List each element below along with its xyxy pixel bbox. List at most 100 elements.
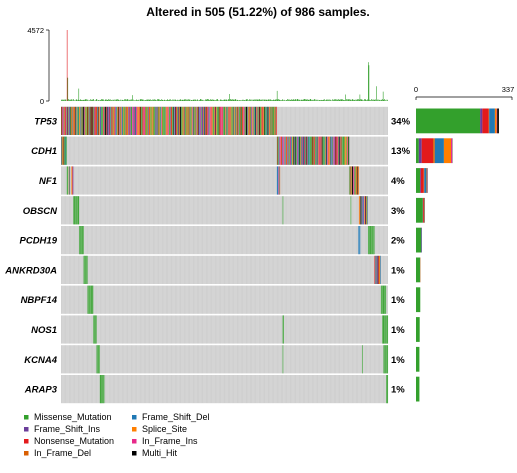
- mutation-cell: [78, 196, 80, 225]
- mutation-cell: [99, 106, 101, 135]
- mutation-cell: [271, 106, 273, 135]
- mutation-cell: [267, 106, 269, 135]
- mutation-cell: [242, 106, 244, 135]
- legend-label: Splice_Site: [142, 424, 187, 434]
- mutation-cell: [365, 196, 367, 225]
- mutation-cell: [62, 106, 63, 135]
- gene-bar-segment: [423, 168, 425, 193]
- mutation-cell: [86, 255, 88, 284]
- mutation-cell: [212, 106, 213, 135]
- mutation-cell: [225, 106, 227, 135]
- mutation-cell: [92, 285, 94, 314]
- mutation-cell: [82, 106, 84, 135]
- mutation-cell: [383, 285, 385, 314]
- mutation-cell: [349, 166, 350, 195]
- mutation-cell: [324, 136, 325, 165]
- mutation-cell: [170, 106, 172, 135]
- mutation-cell: [100, 106, 102, 135]
- mutation-cell: [207, 106, 209, 135]
- mutation-cell: [285, 136, 286, 165]
- mutation-cell: [260, 106, 261, 135]
- mutation-cell: [332, 136, 334, 165]
- mutation-cell: [255, 106, 257, 135]
- mutation-cell: [245, 106, 247, 135]
- mutation-cell: [75, 196, 77, 225]
- mutation-cell: [371, 226, 372, 255]
- mutation-cell: [331, 136, 332, 165]
- mutation-cell: [229, 106, 231, 135]
- mutation-cell: [178, 106, 180, 135]
- mutation-cell: [84, 106, 86, 135]
- mutation-cell: [221, 106, 222, 135]
- mutation-cell: [180, 106, 182, 135]
- mutation-cell: [269, 106, 270, 135]
- mutation-cell: [96, 345, 98, 374]
- mutation-cell: [265, 106, 267, 135]
- gene-row-bg-nbpf14: [61, 285, 388, 314]
- mutation-cell: [184, 106, 186, 135]
- mutation-cell: [110, 106, 112, 135]
- mutation-cell: [211, 106, 213, 135]
- tmb-tick-label: 4572: [27, 26, 44, 35]
- mutation-cell: [234, 106, 235, 135]
- mutation-cell: [347, 136, 348, 165]
- mutation-cell: [88, 106, 90, 135]
- gene-count-bars: 0 337: [414, 85, 514, 402]
- mutation-cell: [216, 106, 217, 135]
- legend-swatch: [132, 427, 137, 432]
- mutation-cell: [386, 345, 388, 374]
- legend-label: Frame_Shift_Ins: [34, 424, 101, 434]
- mutation-cell: [241, 106, 242, 135]
- legend-label: Missense_Mutation: [34, 412, 112, 422]
- mutation-cell: [278, 166, 279, 195]
- mutation-cell: [179, 106, 181, 135]
- mutation-cell: [329, 136, 330, 165]
- mutation-cell: [251, 106, 253, 135]
- legend-label: Multi_Hit: [142, 448, 178, 458]
- mutation-cell: [304, 136, 306, 165]
- mutation-cell: [119, 106, 121, 135]
- mutation-cell: [320, 136, 322, 165]
- mutation-cell: [121, 106, 122, 135]
- mutation-cell: [387, 345, 389, 374]
- mutation-cell: [325, 136, 327, 165]
- mutation-cell: [322, 136, 324, 165]
- mutation-cell: [298, 136, 300, 165]
- mutation-cell: [240, 106, 241, 135]
- mutation-cell: [126, 106, 128, 135]
- mutation-cell: [302, 136, 304, 165]
- mutation-cell: [113, 106, 115, 135]
- mutation-cell: [297, 136, 299, 165]
- mutation-cell: [222, 106, 224, 135]
- mutation-cell: [232, 106, 233, 135]
- mutation-cell: [101, 106, 102, 135]
- gene-bar-segment: [416, 227, 422, 253]
- gene-bar-segment: [418, 138, 422, 164]
- legend-label: Nonsense_Mutation: [34, 436, 114, 446]
- mutation-cell: [386, 315, 388, 344]
- mutation-cell: [373, 226, 374, 255]
- mutation-cell: [276, 136, 278, 165]
- mutation-cell: [97, 106, 98, 135]
- mutation-cell: [316, 136, 318, 165]
- mutation-cell: [252, 106, 253, 135]
- mutation-cell: [314, 136, 316, 165]
- mutation-cell: [274, 106, 275, 135]
- mutation-cell: [138, 106, 140, 135]
- mutation-cell: [102, 106, 104, 135]
- mutation-cell: [97, 106, 99, 135]
- mutation-cell: [128, 106, 129, 135]
- mutation-cell: [228, 106, 230, 135]
- gene-percent: 1%: [391, 385, 405, 396]
- mutation-cell: [307, 136, 308, 165]
- mutation-cell: [93, 315, 95, 344]
- mutation-cell: [67, 106, 69, 135]
- mutation-cell: [90, 106, 92, 135]
- gene-row-bg-obscn: [61, 196, 388, 225]
- mutation-cell: [368, 226, 370, 255]
- mutation-cell: [104, 106, 106, 135]
- mutation-cell: [89, 106, 91, 135]
- mutation-cell: [66, 166, 68, 195]
- mutation-cell: [237, 106, 239, 135]
- mutation-cell: [203, 106, 204, 135]
